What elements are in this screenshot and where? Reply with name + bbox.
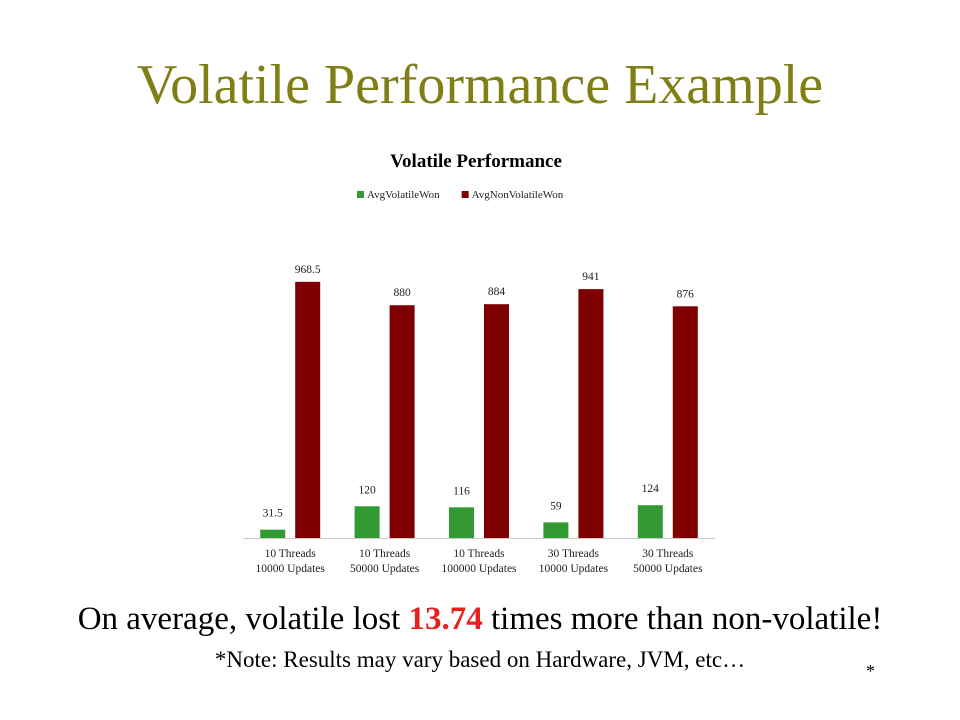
data-label-AvgVolatileWon-0: 31.5 (263, 508, 283, 520)
bar-AvgNonVolatileWon-4 (673, 306, 698, 538)
bar-AvgVolatileWon-4 (638, 505, 663, 538)
x-tick-label-0: 10 Threads 10000 Updates (256, 548, 326, 575)
x-tick-label-4: 30 Threads 50000 Updates (633, 548, 703, 575)
legend-label-AvgVolatileWon: AvgVolatileWon (367, 189, 440, 201)
hardware-note: *Note: Results may vary based on Hardwar… (0, 645, 960, 675)
x-tick-label-line: 10000 Updates (539, 563, 609, 575)
bar-AvgVolatileWon-3 (543, 522, 568, 538)
summary-text-after: times more than non-volatile! (483, 601, 883, 637)
footnote-marker: * (866, 661, 875, 681)
x-tick-label-line: 50000 Updates (633, 563, 703, 575)
data-label-AvgVolatileWon-2: 116 (453, 485, 470, 497)
legend-swatch-AvgNonVolatileWon (462, 191, 469, 198)
x-tick-label-2: 10 Threads 100000 Updates (441, 548, 517, 575)
bar-AvgVolatileWon-2 (449, 507, 474, 538)
x-tick-label-line: 10 Threads (453, 548, 505, 560)
bar-AvgNonVolatileWon-0 (295, 282, 320, 538)
legend-label-AvgNonVolatileWon: AvgNonVolatileWon (472, 189, 564, 201)
summary-highlight-value: 13.74 (409, 601, 483, 637)
summary-text: On average, volatile lost 13.74 times mo… (0, 598, 960, 640)
bar-AvgNonVolatileWon-1 (390, 305, 415, 538)
x-tick-label-line: 50000 Updates (350, 563, 420, 575)
data-label-AvgNonVolatileWon-1: 880 (393, 287, 411, 299)
chart-title: Volatile Performance (390, 151, 562, 172)
x-tick-label-line: 30 Threads (642, 548, 694, 560)
data-label-AvgNonVolatileWon-3: 941 (582, 271, 600, 283)
x-tick-label-line: 10 Threads (265, 548, 317, 560)
x-tick-label-3: 30 Threads 10000 Updates (539, 548, 609, 575)
legend-swatch-AvgVolatileWon (357, 191, 364, 198)
data-label-AvgVolatileWon-3: 59 (550, 500, 562, 512)
bar-AvgVolatileWon-0 (260, 530, 285, 538)
x-tick-label-line: 30 Threads (548, 548, 600, 560)
data-label-AvgNonVolatileWon-4: 876 (677, 288, 695, 300)
bar-AvgNonVolatileWon-3 (578, 289, 603, 538)
bar-AvgNonVolatileWon-2 (484, 304, 509, 538)
x-tick-label-line: 100000 Updates (441, 563, 517, 575)
data-label-AvgVolatileWon-4: 124 (642, 483, 660, 495)
x-tick-label-line: 10 Threads (359, 548, 411, 560)
summary-text-before: On average, volatile lost (78, 601, 409, 637)
data-label-AvgVolatileWon-1: 120 (358, 484, 376, 496)
x-tick-label-1: 10 Threads 50000 Updates (350, 548, 420, 575)
x-tick-label-line: 10000 Updates (256, 563, 326, 575)
data-label-AvgNonVolatileWon-2: 884 (488, 286, 506, 298)
bar-AvgVolatileWon-1 (355, 506, 380, 538)
data-label-AvgNonVolatileWon-0: 968.5 (295, 264, 321, 276)
